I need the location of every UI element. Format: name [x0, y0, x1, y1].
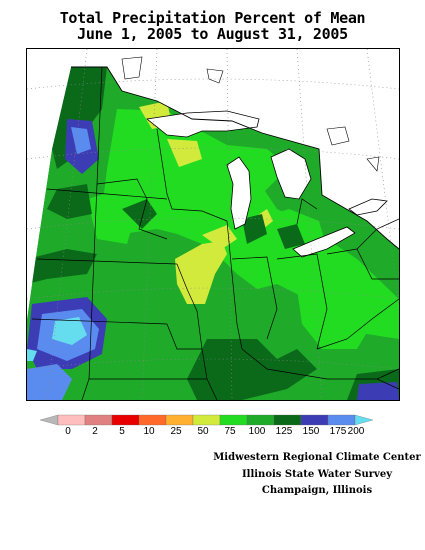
map-title: Total Precipitation Percent of Mean — [59, 9, 366, 27]
lake-huron — [270, 148, 312, 200]
canada-mask — [107, 49, 399, 249]
legend-swatch-175-200 — [327, 414, 356, 426]
state-boundaries — [31, 66, 399, 400]
region-175-200-nw — [71, 127, 91, 154]
legend-label: 50 — [197, 426, 209, 437]
legend-label: 150 — [302, 426, 320, 437]
credit-mrcc: Midwestern Regional Climate Center — [213, 452, 421, 463]
legend-label: 25 — [170, 426, 182, 437]
legend-swatch-50-75 — [192, 414, 221, 426]
region-50-75-iowa — [175, 241, 227, 304]
region-125-150-south — [187, 339, 317, 400]
legend-label: 100 — [248, 426, 266, 437]
legend-label: 200 — [347, 426, 365, 437]
legend-swatch-above-200 — [354, 414, 374, 426]
precipitation-map-svg — [27, 49, 399, 400]
legend-label: 125 — [275, 426, 293, 437]
legend-swatch-75-100 — [219, 414, 248, 426]
region-over-200 — [52, 317, 87, 345]
canada-border — [71, 66, 399, 250]
map-subtitle-date-range: June 1, 2005 to August 31, 2005 — [77, 25, 348, 43]
region-over-200-edge — [27, 349, 37, 361]
region-125-150-mi — [242, 214, 267, 244]
lake-superior — [146, 110, 260, 138]
legend-swatch-5-10 — [111, 414, 140, 426]
region-175-200-sw2 — [27, 364, 72, 400]
credit-isws: Illinois State Water Survey — [241, 469, 393, 480]
legend-swatch-125-150 — [273, 414, 302, 426]
canadian-lakes — [121, 56, 380, 172]
region-50-75-lake — [255, 209, 273, 229]
lake-erie — [292, 226, 356, 258]
legend-swatch-150-175 — [300, 414, 329, 426]
region-125-150-kansas — [27, 249, 97, 284]
lake-michigan — [226, 156, 252, 230]
legend-swatch-0-2 — [57, 414, 86, 426]
region-75-100-west — [87, 189, 137, 244]
legend-label: 0 — [65, 426, 71, 437]
legend-label: 2 — [92, 426, 98, 437]
region-150-175-se — [357, 382, 399, 400]
legend-swatch-25-50 — [165, 414, 194, 426]
legend-label: 10 — [143, 426, 155, 437]
region-125-150-mn — [122, 199, 157, 229]
color-legend — [40, 414, 374, 426]
credit-location: Champaign, Illinois — [261, 485, 373, 496]
legend-label: 5 — [119, 426, 125, 437]
region-125-150-northwest — [52, 67, 107, 169]
legend-swatch-below-0 — [40, 414, 59, 426]
graticule — [27, 49, 399, 400]
region-125-150-mi2 — [277, 224, 305, 249]
legend-swatch-10-25 — [138, 414, 167, 426]
legend-label: 75 — [224, 426, 236, 437]
legend-swatch-100-125 — [246, 414, 275, 426]
west-mask — [27, 49, 71, 319]
legend-label: 175 — [329, 426, 347, 437]
region-50-75-wisconsin — [167, 139, 202, 167]
legend-swatch-2-5 — [84, 414, 113, 426]
region-125-150-dakota — [47, 184, 92, 219]
precipitation-map — [26, 48, 400, 401]
